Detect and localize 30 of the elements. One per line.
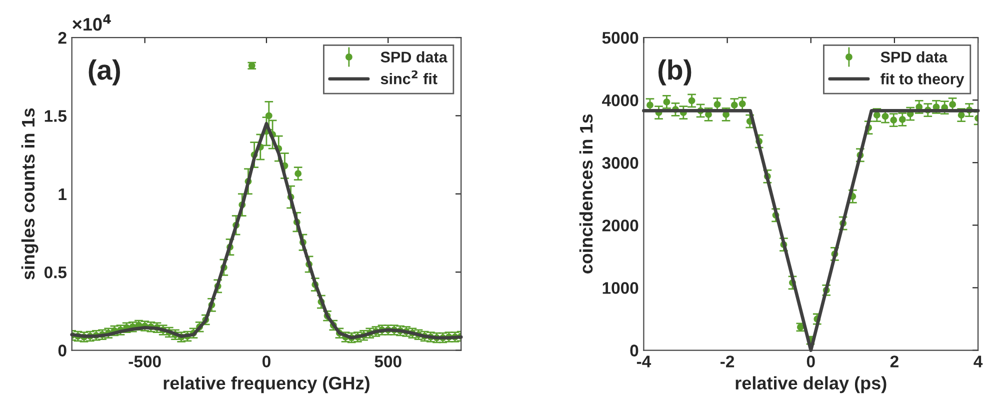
annotation: (b) <box>658 59 692 86</box>
legend-label: fit to theory <box>880 73 964 88</box>
annotation: (a) <box>88 59 120 86</box>
y-tick-label: 4000 <box>602 94 638 106</box>
y-tick-label: 0.5 <box>44 266 67 278</box>
x-tick-label: 0 <box>262 356 270 368</box>
x-tick-label: -2 <box>720 356 734 368</box>
legend-label: SPD data <box>880 51 948 62</box>
x-tick-label: -4 <box>636 356 652 368</box>
x-tick-label: 0 <box>806 356 815 368</box>
y-tick-label: 0 <box>58 344 66 356</box>
y-tick-label: 5000 <box>602 32 638 44</box>
x-tick-label: 2 <box>890 356 898 368</box>
y-tick-label: 3000 <box>602 157 638 169</box>
legend-label: SPD data <box>380 51 448 62</box>
y-tick-label: 1000 <box>602 282 638 294</box>
x-tick-label: -500 <box>128 356 161 368</box>
x-tick-label: 500 <box>374 356 402 368</box>
x-axis-title: relative delay (ps) <box>736 376 886 394</box>
text: ×10$^{4}$ <box>72 14 111 31</box>
y-tick-label: 1 <box>58 188 67 200</box>
y-axis-title: singles counts in 1s <box>21 108 38 280</box>
x-axis-title: relative frequency (GHz) <box>164 376 370 394</box>
legend-label: sinc$^{2}$ fit <box>380 70 438 84</box>
y-tick-label: 1.5 <box>44 110 67 122</box>
y-tick-label: 2 <box>58 32 66 44</box>
x-tick-label: 4 <box>974 356 983 368</box>
y-tick-label: 0 <box>630 344 638 356</box>
y-tick-label: 2000 <box>602 220 638 232</box>
y-axis-title: coincidences in 1s <box>579 114 593 274</box>
